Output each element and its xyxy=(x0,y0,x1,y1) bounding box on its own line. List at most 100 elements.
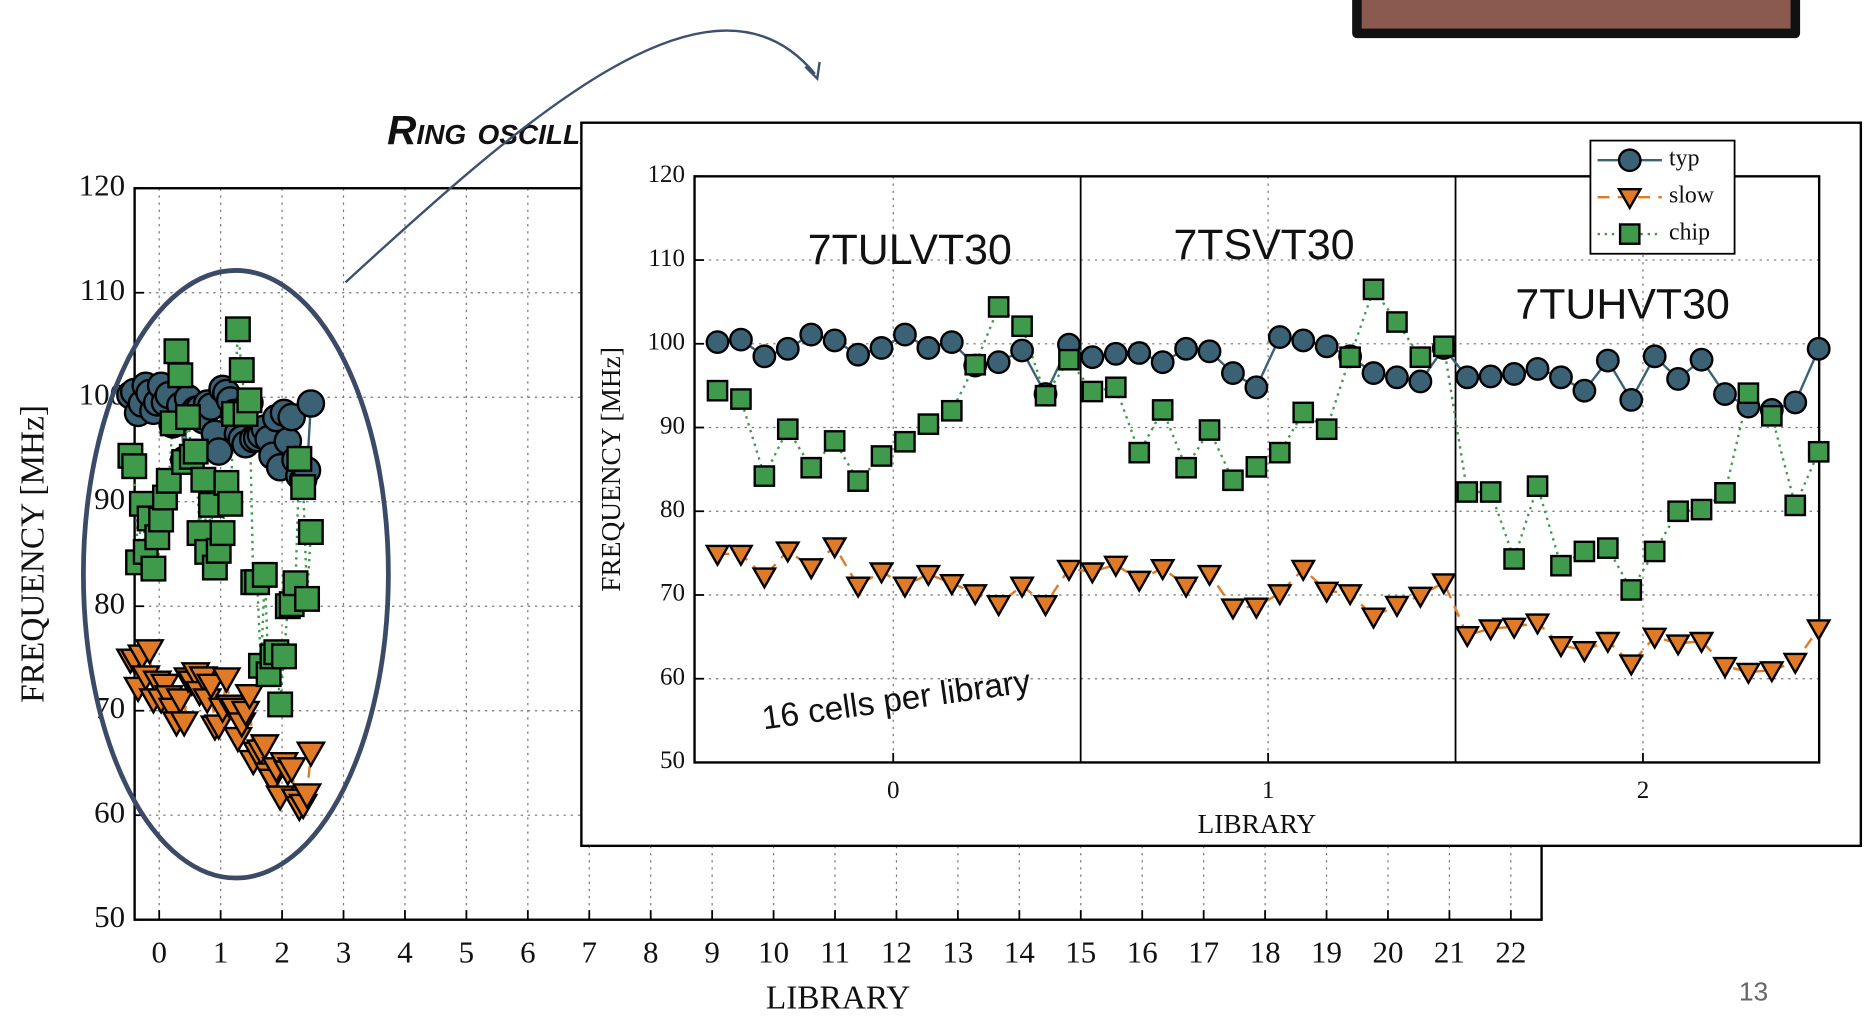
x-tick-label: 17 xyxy=(1188,935,1219,970)
y-axis-label: FREQUENCY [MHz] xyxy=(596,347,626,592)
marker xyxy=(1034,384,1057,407)
marker xyxy=(249,734,280,761)
y-tick-label: 80 xyxy=(660,496,685,523)
marker xyxy=(893,322,917,347)
marker xyxy=(1128,441,1151,464)
marker xyxy=(167,362,194,389)
marker xyxy=(195,673,227,701)
marker xyxy=(730,388,752,410)
marker xyxy=(1081,380,1104,403)
marker xyxy=(1550,554,1572,577)
marker xyxy=(251,561,278,588)
x-tick-label: 3 xyxy=(336,935,351,970)
marker xyxy=(1267,584,1293,607)
marker xyxy=(267,691,294,718)
marker xyxy=(1714,481,1736,504)
annotation: 7TSVT30 xyxy=(1173,221,1354,269)
marker xyxy=(277,402,306,432)
marker xyxy=(168,711,200,738)
y-tick-label: 120 xyxy=(648,161,686,188)
marker xyxy=(752,344,777,369)
marker xyxy=(1243,597,1270,620)
marker xyxy=(295,741,327,769)
marker xyxy=(1313,581,1340,604)
marker xyxy=(1432,335,1455,358)
marker xyxy=(1409,346,1432,369)
x-tick-label: 1 xyxy=(213,935,228,970)
marker xyxy=(870,445,893,467)
marker xyxy=(1197,339,1222,364)
marker xyxy=(892,576,918,599)
x-tick-label: 2 xyxy=(1637,777,1650,804)
marker xyxy=(296,389,326,418)
legend-label: slow xyxy=(1669,183,1715,209)
marker xyxy=(1290,559,1317,583)
marker xyxy=(1502,362,1527,386)
legend-label: typ xyxy=(1669,146,1699,172)
x-tick-label: 16 xyxy=(1127,935,1158,970)
plot-frame xyxy=(693,175,1821,764)
marker xyxy=(847,470,869,492)
marker xyxy=(1479,481,1502,503)
marker xyxy=(1807,440,1830,463)
marker xyxy=(1339,346,1361,369)
marker xyxy=(1056,559,1082,583)
marker xyxy=(753,465,776,487)
y-tick-label: 50 xyxy=(94,899,125,934)
marker xyxy=(294,585,321,612)
marker xyxy=(1666,367,1691,391)
marker xyxy=(987,296,1010,318)
marker xyxy=(1245,456,1268,478)
marker xyxy=(964,353,987,376)
marker xyxy=(121,453,148,480)
marker xyxy=(1595,631,1621,655)
marker xyxy=(1548,635,1574,659)
marker xyxy=(1291,328,1316,353)
legend-marker xyxy=(1617,148,1642,173)
marker xyxy=(798,558,824,581)
y-tick-label: 70 xyxy=(660,580,685,607)
marker xyxy=(1386,311,1408,333)
x-tick-label: 0 xyxy=(887,777,900,804)
marker xyxy=(1337,584,1363,607)
x-tick-label: 10 xyxy=(758,935,789,970)
x-tick-label: 4 xyxy=(397,935,412,970)
x-tick-label: 5 xyxy=(459,935,474,970)
y-tick-label: 90 xyxy=(94,481,125,516)
marker xyxy=(1549,365,1573,390)
marker xyxy=(1688,631,1715,655)
marker xyxy=(1244,375,1269,400)
marker xyxy=(985,594,1012,618)
annotation: 7TULVT30 xyxy=(808,226,1012,274)
marker xyxy=(1079,562,1106,585)
marker xyxy=(182,438,209,465)
marker xyxy=(1618,654,1645,677)
marker xyxy=(940,399,963,422)
annotation: 7TUHVT30 xyxy=(1515,281,1729,329)
marker xyxy=(1196,564,1223,588)
marker xyxy=(1058,348,1080,371)
legend-marker xyxy=(1618,223,1641,245)
marker xyxy=(1314,334,1339,359)
marker xyxy=(962,584,989,607)
marker xyxy=(1454,625,1481,649)
marker xyxy=(175,404,201,431)
marker xyxy=(165,688,196,715)
marker xyxy=(706,379,729,402)
marker xyxy=(1268,441,1291,464)
marker xyxy=(1665,634,1691,657)
marker xyxy=(1174,336,1199,361)
marker xyxy=(1713,382,1737,406)
marker xyxy=(1151,399,1174,421)
marker xyxy=(1690,498,1713,521)
marker xyxy=(1477,619,1504,642)
marker xyxy=(1572,378,1597,403)
y-tick-label: 80 xyxy=(94,585,125,620)
arrow xyxy=(344,29,816,284)
marker xyxy=(291,783,323,810)
marker xyxy=(800,456,823,479)
marker xyxy=(209,520,236,547)
marker xyxy=(217,490,244,517)
marker xyxy=(1456,481,1479,503)
